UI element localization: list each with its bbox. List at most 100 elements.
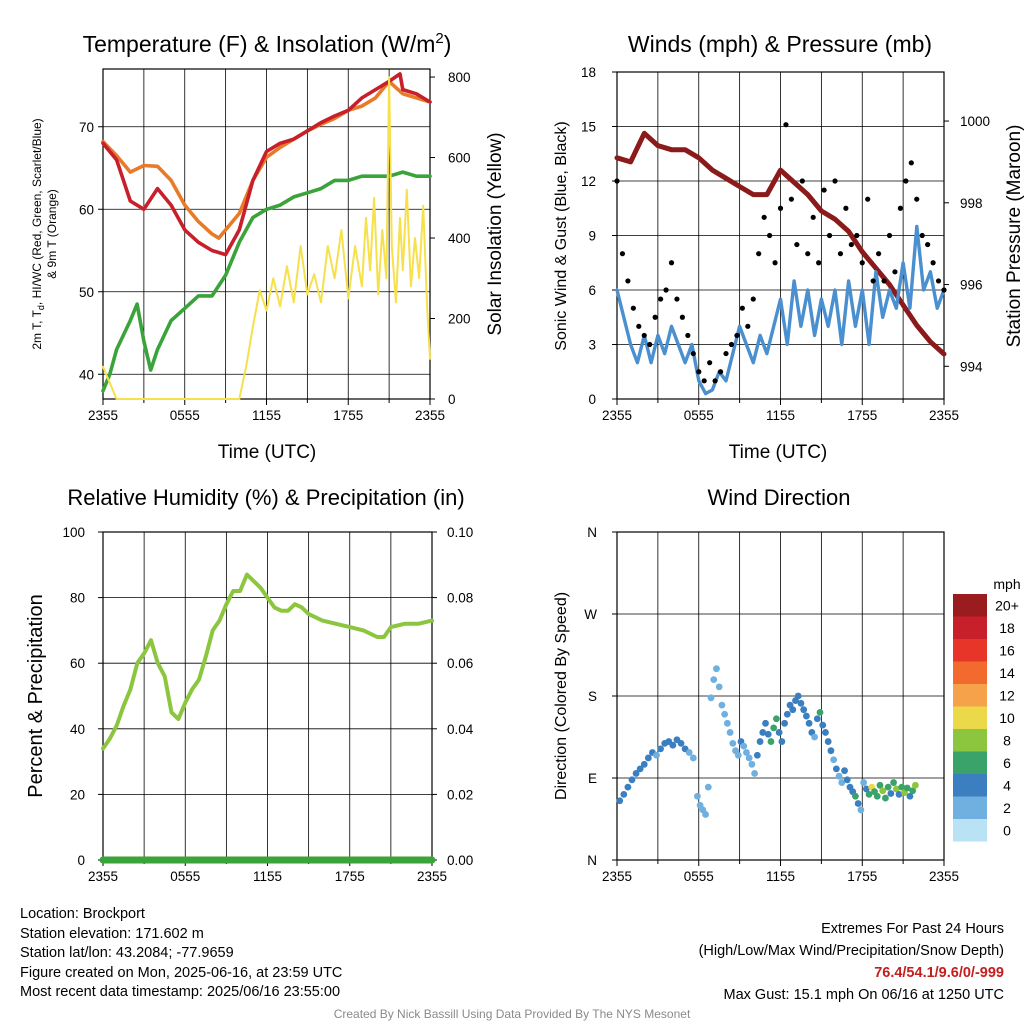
direction-point bbox=[911, 781, 919, 789]
y-axis-label-part: , HI/WC (Red, Green, Scarlet/Blue) bbox=[30, 118, 44, 305]
direction-point bbox=[797, 699, 805, 707]
direction-point bbox=[783, 710, 791, 718]
x-tick-label: 0555 bbox=[684, 408, 714, 423]
direction-point bbox=[802, 712, 810, 720]
y-tick-label: 18 bbox=[581, 65, 596, 80]
direction-point bbox=[835, 772, 843, 780]
x-tick-label: 0555 bbox=[170, 408, 200, 423]
direction-point bbox=[753, 751, 761, 759]
x-tick-label: 1155 bbox=[252, 408, 281, 423]
colorbar-swatch bbox=[953, 594, 987, 617]
y-tick-label: E bbox=[588, 771, 597, 786]
chart-title: Relative Humidity (%) & Precipitation (i… bbox=[67, 485, 464, 510]
y2-tick-label: 0 bbox=[448, 392, 456, 407]
colorbar-label: 10 bbox=[999, 710, 1015, 726]
colorbar-swatch bbox=[953, 819, 987, 842]
gust-point bbox=[668, 260, 675, 266]
gust-point bbox=[914, 196, 920, 202]
colorbar-label: 8 bbox=[1003, 732, 1011, 748]
x-tick-label: 2355 bbox=[602, 869, 632, 884]
y2-axis-label: Solar Insolation (Yellow) bbox=[485, 132, 506, 335]
gust-point bbox=[783, 122, 789, 128]
direction-point bbox=[685, 749, 693, 756]
gust-point bbox=[892, 269, 898, 275]
gust-point bbox=[799, 178, 805, 184]
gust-point bbox=[685, 332, 691, 339]
y-axis-label-subscript: d bbox=[36, 305, 46, 310]
colorbar-label: 14 bbox=[999, 665, 1015, 681]
direction-point bbox=[857, 806, 865, 814]
gust-point bbox=[805, 251, 811, 257]
x-tick-label: 1755 bbox=[847, 408, 877, 423]
y-axis-label-part: 2m T, T bbox=[30, 309, 44, 349]
direction-point bbox=[873, 792, 881, 800]
gust-point bbox=[625, 278, 631, 284]
x-tick-label: 2355 bbox=[602, 408, 632, 423]
gust-point bbox=[925, 241, 931, 248]
x-tick-label: 1755 bbox=[335, 869, 365, 884]
gust-point bbox=[794, 241, 800, 248]
gust-point bbox=[701, 378, 707, 384]
direction-point bbox=[713, 665, 720, 673]
colorbar-title: mph bbox=[993, 576, 1020, 592]
direction-point bbox=[677, 739, 685, 747]
x-tick-label: 1755 bbox=[333, 408, 363, 423]
y2-tick-label: 0.06 bbox=[447, 656, 473, 671]
y2-tick-label: 0.10 bbox=[447, 525, 473, 540]
gust-point bbox=[652, 314, 658, 320]
y-tick-label: 60 bbox=[79, 202, 94, 217]
gust-point bbox=[690, 350, 696, 357]
direction-point bbox=[800, 706, 808, 714]
gust-point bbox=[619, 251, 626, 257]
direction-point bbox=[832, 765, 840, 773]
x-tick-label: 0555 bbox=[684, 869, 714, 884]
direction-point bbox=[702, 811, 709, 818]
x-tick-label: 1155 bbox=[766, 869, 795, 884]
gust-point bbox=[712, 378, 718, 384]
gust-point bbox=[772, 260, 778, 266]
gust-point bbox=[843, 205, 849, 211]
direction-point bbox=[892, 785, 900, 793]
y2-tick-label: 0.02 bbox=[447, 787, 473, 802]
extremes-values: 76.4/54.1/9.6/0/-999 bbox=[874, 965, 1004, 981]
gust-point bbox=[859, 260, 865, 266]
temperature-series-line bbox=[101, 72, 432, 257]
extremes-legend: (High/Low/Max Wind/Precipitation/Snow De… bbox=[698, 943, 1004, 959]
gust-point bbox=[674, 296, 680, 302]
gust-point bbox=[745, 323, 751, 329]
y2-tick-label: 998 bbox=[960, 196, 983, 211]
direction-point bbox=[759, 729, 767, 736]
credit-text: Created By Nick Bassill Using Data Provi… bbox=[333, 1007, 691, 1021]
y-tick-label: 0 bbox=[588, 392, 596, 407]
direction-point bbox=[707, 694, 715, 702]
y-axis-label: Direction (Colored By Speed) bbox=[553, 592, 570, 800]
gust-point bbox=[881, 278, 887, 284]
direction-point bbox=[745, 754, 753, 762]
gust-point bbox=[614, 178, 620, 184]
y-tick-label: 6 bbox=[588, 283, 596, 298]
direction-point bbox=[865, 791, 873, 798]
latlon-text: Station lat/lon: 43.2084; -77.9659 bbox=[20, 945, 234, 961]
y-axis-label: Percent & Precipitation bbox=[25, 594, 47, 797]
direction-point bbox=[898, 783, 906, 791]
chart-title-close: ) bbox=[444, 31, 452, 57]
y-tick-label: 40 bbox=[70, 722, 85, 737]
direction-point bbox=[762, 719, 769, 727]
gust-point bbox=[658, 296, 664, 302]
y-tick-label: 40 bbox=[79, 367, 94, 382]
direction-point bbox=[819, 721, 827, 729]
direction-point bbox=[653, 751, 660, 759]
y-tick-label: S bbox=[588, 689, 597, 704]
temperature-series-line bbox=[102, 76, 431, 400]
gust-point bbox=[941, 287, 947, 293]
gust-point bbox=[832, 178, 838, 184]
wind-series-line bbox=[615, 224, 946, 396]
gust-point bbox=[810, 214, 816, 220]
y2-tick-label: 0.08 bbox=[447, 591, 473, 606]
y-tick-label: W bbox=[584, 607, 597, 622]
y-tick-label: 60 bbox=[70, 656, 85, 671]
direction-point bbox=[854, 800, 862, 807]
y2-tick-label: 1000 bbox=[960, 114, 990, 129]
gust-point bbox=[723, 350, 729, 357]
direction-point bbox=[710, 676, 718, 683]
